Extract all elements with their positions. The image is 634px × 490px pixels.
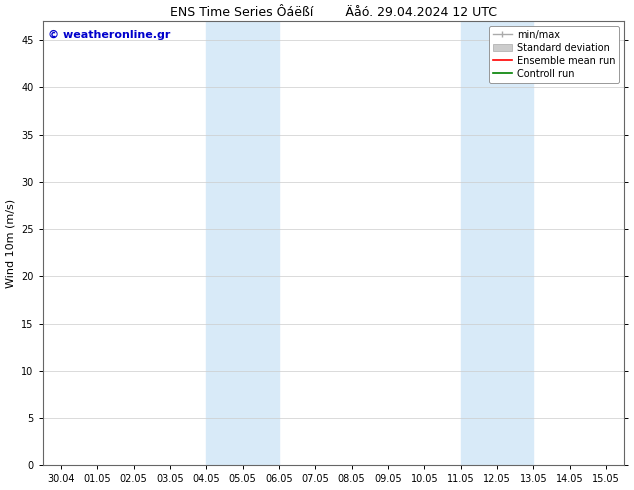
Bar xyxy=(206,21,279,465)
Title: ENS Time Series Ôáëßí        Äåó. 29.04.2024 12 UTC: ENS Time Series Ôáëßí Äåó. 29.04.2024 12… xyxy=(170,5,497,19)
Text: © weatheronline.gr: © weatheronline.gr xyxy=(48,30,171,40)
Legend: min/max, Standard deviation, Ensemble mean run, Controll run: min/max, Standard deviation, Ensemble me… xyxy=(489,26,619,82)
Y-axis label: Wind 10m (m/s): Wind 10m (m/s) xyxy=(6,199,16,288)
Bar xyxy=(461,21,533,465)
